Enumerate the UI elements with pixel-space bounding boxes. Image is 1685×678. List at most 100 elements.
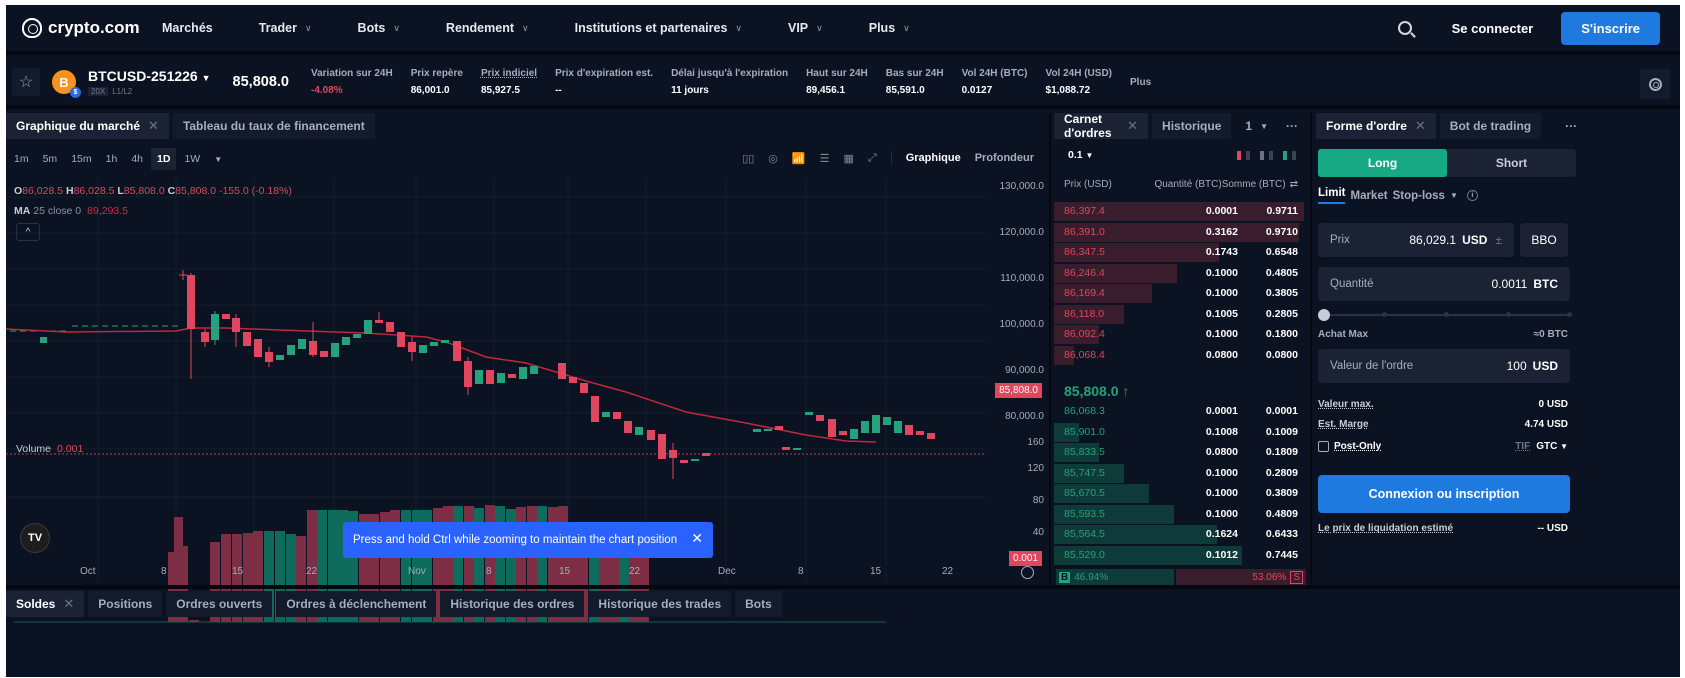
layout-grid-icon[interactable]: ▦ [843,152,854,165]
tab-group-selector[interactable]: 1 ▼ ··· [1245,119,1298,133]
orderbook-row[interactable]: 85,564.5 0.1624 0.6433 [1054,524,1308,544]
orderbook-row[interactable]: 85,747.5 0.1000 0.2809 [1054,463,1308,483]
orderbook-row[interactable]: 86,397.4 0.0001 0.9711 [1054,201,1308,221]
timeframe-1d[interactable]: 1D [151,148,177,170]
short-button[interactable]: Short [1495,156,1528,170]
orderbook-row[interactable]: 86,092.4 0.1000 0.1800 [1054,324,1308,344]
post-only-checkbox[interactable]: Post-Only [1318,441,1381,452]
precision-selector[interactable]: 0.1 ▼ [1068,149,1094,161]
timeframe-4h[interactable]: 4h [131,153,143,165]
order-type-market[interactable]: Market [1350,189,1388,202]
more-options-icon[interactable]: ··· [1286,119,1298,133]
tab-market-chart[interactable]: Graphique du marché ✕ [6,113,169,139]
book-view-asks-icon[interactable] [1260,150,1273,160]
quantity-input[interactable]: Quantité 0.0011 BTC [1318,267,1570,301]
indicators-icon[interactable]: 📶 [791,152,806,165]
stat-index-price[interactable]: Prix indiciel 85,927.5 [480,68,538,96]
signup-button[interactable]: S'inscrire [1561,11,1660,45]
info-icon[interactable]: i [1466,190,1478,201]
orderbook-row[interactable]: 85,529.0 0.1012 0.7445 [1054,545,1308,565]
login-button[interactable]: Se connecter [1451,20,1534,36]
orderbook-row[interactable]: 86,118.0 0.1005 0.2805 [1054,304,1308,324]
panel-divider[interactable] [1049,113,1051,583]
tab-positions[interactable]: Positions [88,591,163,617]
tab-bots[interactable]: Bots [735,591,782,617]
orderbook-row[interactable]: 86,347.5 0.1743 0.6548 [1054,242,1308,262]
tab-trigger-orders[interactable]: Ordres à déclenchement [276,591,437,617]
nav-marches[interactable]: Marchés [162,21,213,35]
collapse-legend-button[interactable]: ^ [16,223,40,241]
list-icon[interactable]: ☰ [819,152,830,165]
long-button[interactable]: Long [1318,149,1447,177]
orderbook-row[interactable]: 85,833.5 0.0800 0.1809 [1054,442,1308,462]
settings-button[interactable] [1640,69,1670,99]
tab-open-orders[interactable]: Ordres ouverts [166,591,273,617]
tab-order-history[interactable]: Historique des ordres [440,591,585,617]
orderbook-row[interactable]: 85,593.5 0.1000 0.4809 [1054,504,1308,524]
timeframe-more-caret-icon[interactable]: ▼ [214,154,223,164]
tab-trading-bot[interactable]: Bot de trading [1439,113,1542,139]
nav-vip[interactable]: VIP ∨ [788,21,823,35]
tab-trade-history[interactable]: Historique des trades [588,591,732,617]
symbol-selector[interactable]: BTCUSD-251226 ▼ 20X L1/L2 [88,68,211,96]
orderbook-row[interactable]: 86,068.4 0.0800 0.0800 [1054,345,1308,365]
caret-down-icon[interactable]: ▼ [1449,191,1458,200]
checkbox-icon[interactable] [1318,441,1329,452]
panel-divider[interactable] [1310,113,1312,583]
stepper-icon[interactable]: ± [1495,233,1502,247]
orderbook-row[interactable]: 85,901.0 0.1008 0.1009 [1054,422,1308,442]
close-icon[interactable]: ✕ [1414,118,1426,133]
candlestick-chart[interactable]: O86,028.5 H86,028.5 L85,808.0 C85,808.0 … [6,177,1046,623]
brand-logo[interactable]: crypto.com [22,18,162,38]
chart-settings-icon[interactable]: ◎ [768,152,778,165]
timeframe-1w[interactable]: 1W [184,153,201,165]
orderbook-row[interactable]: 86,391.0 0.3162 0.9710 [1054,222,1308,242]
candle-type-icon[interactable]: ▯▯ [742,152,755,165]
close-icon[interactable]: ✕ [63,596,75,611]
search-icon[interactable] [1397,21,1412,35]
slider-step [1506,312,1511,317]
view-chart-button[interactable]: Graphique [905,152,961,164]
timeframe-15m[interactable]: 15m [71,153,92,165]
axis-settings-icon[interactable] [1021,566,1034,579]
orderbook-row[interactable]: 86,068.3 0.0001 0.0001 [1054,401,1308,421]
tab-order-form[interactable]: Forme d'ordre ✕ [1316,113,1436,139]
nav-institutions[interactable]: Institutions et partenaires ∨ [574,21,742,35]
more-options-icon[interactable]: ··· [1565,119,1578,133]
close-icon[interactable]: ✕ [1127,118,1139,133]
book-view-bids-icon[interactable] [1283,150,1296,160]
close-toast-icon[interactable]: ✕ [691,530,703,546]
close-icon[interactable]: ✕ [148,118,159,133]
fullscreen-icon[interactable]: ⤢ [867,151,877,164]
swap-icon[interactable]: ⇄ [1289,179,1298,190]
slider-handle[interactable] [1318,309,1330,321]
orderbook-row[interactable]: 86,246.4 0.1000 0.4805 [1054,263,1308,283]
order-type-limit[interactable]: Limit [1318,187,1346,204]
login-or-signup-button[interactable]: Connexion ou inscription [1318,475,1570,513]
price-input[interactable]: Prix 86,029.1 USD ± [1318,223,1514,257]
order-type-stop-loss[interactable]: Stop-loss [1392,189,1445,202]
timeframe-1m[interactable]: 1m [14,153,29,165]
tab-history[interactable]: Historique [1152,113,1232,139]
tab-order-book[interactable]: Carnet d'ordres ✕ [1054,112,1149,140]
tab-funding-rate[interactable]: Tableau du taux de financement [172,113,375,139]
view-depth-button[interactable]: Profondeur [974,152,1034,164]
quantity-slider[interactable] [1318,309,1572,321]
timeframe-5m[interactable]: 5m [42,153,58,165]
order-value-input[interactable]: Valeur de l'ordre 100 USD [1318,349,1570,383]
more-stats-button[interactable]: Plus [1130,76,1152,88]
orderbook-row[interactable]: 85,670.5 0.1000 0.3809 [1054,483,1308,503]
favorite-star-icon[interactable]: ☆ [12,68,40,96]
book-view-both-icon[interactable] [1237,150,1250,160]
nav-bots[interactable]: Bots ∨ [357,21,400,35]
bbo-button[interactable]: BBO [1520,223,1568,257]
tab-balances[interactable]: Soldes ✕ [6,591,85,617]
nav-trader[interactable]: Trader ∨ [258,21,312,35]
orderbook-row[interactable]: 86,169.4 0.1000 0.3805 [1054,283,1308,303]
tradingview-logo-icon[interactable]: TV [20,523,50,553]
timeframe-1h[interactable]: 1h [105,153,118,165]
nav-rendement[interactable]: Rendement ∨ [445,21,529,35]
tif-selector[interactable]: TIF GTC ▼ [1515,441,1568,452]
nav-plus[interactable]: Plus ∨ [868,21,910,35]
depth-bar [1054,243,1219,262]
